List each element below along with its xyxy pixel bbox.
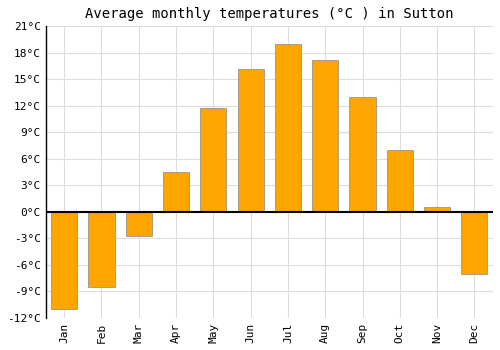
Bar [51, 212, 78, 309]
Bar [312, 60, 338, 212]
Bar [126, 212, 152, 236]
Bar [462, 212, 487, 274]
Bar [163, 172, 189, 212]
Bar [200, 107, 226, 212]
Bar [88, 212, 115, 287]
Bar [424, 208, 450, 212]
Bar [350, 97, 376, 212]
Bar [387, 150, 413, 212]
Title: Average monthly temperatures (°C ) in Sutton: Average monthly temperatures (°C ) in Su… [85, 7, 454, 21]
Bar [238, 69, 264, 212]
Bar [275, 44, 301, 212]
